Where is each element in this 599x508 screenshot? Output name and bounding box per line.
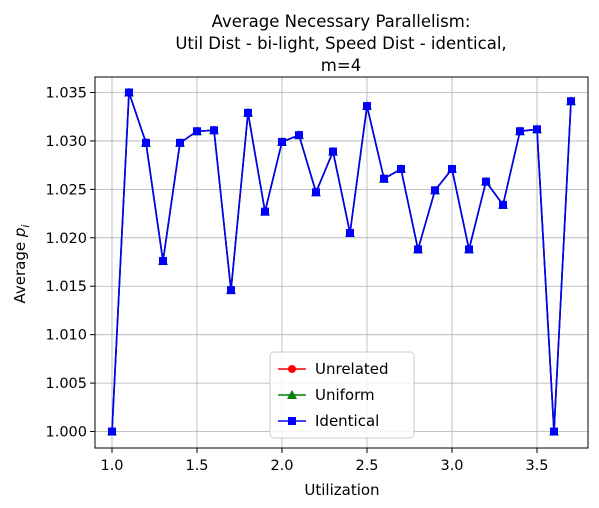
legend-item-unrelated: Unrelated [278,360,389,378]
legend-box [269,351,415,439]
y-axis-label: Average pi [11,225,32,304]
y-tick-label: 1.000 [45,425,87,441]
legend-label: Identical [315,412,379,430]
y-tick-label: 1.020 [45,231,87,247]
y-tick-label: 1.030 [45,134,87,150]
data-point [176,138,184,147]
legend-label: Unrelated [315,360,389,378]
data-point [142,138,150,147]
data-point [278,137,286,146]
data-point [567,97,575,106]
y-tick-label: 1.015 [45,279,87,295]
chart-title: Average Necessary Parallelism: Util Dist… [175,12,506,75]
data-point [448,165,456,174]
series-layer [107,87,576,436]
data-point [482,177,490,186]
y-axis-label-var: p [11,228,29,239]
data-point [329,147,337,156]
legend: Unrelated Uniform Identical [269,351,415,439]
y-tick-label: 1.025 [45,182,87,198]
data-point [465,245,473,254]
data-point [125,88,133,97]
x-tick-label: 3.5 [525,458,548,474]
legend-marker [288,365,296,373]
data-point [431,186,439,195]
y-tick-label: 1.010 [45,328,87,344]
x-tick-label: 3.0 [440,458,463,474]
data-point [193,127,201,136]
x-tick-label: 2.0 [270,458,293,474]
data-point [499,200,507,209]
data-point [380,174,388,183]
data-point [261,207,269,216]
legend-item-identical: Identical [278,412,379,430]
x-tick-label: 1.0 [100,458,123,474]
title-line-2: Util Dist - bi-light, Speed Dist - ident… [175,34,506,53]
y-axis-label-main: Average [11,237,29,303]
legend-marker [288,417,296,425]
data-point [295,131,303,140]
data-point [550,427,558,436]
y-tick-label: 1.035 [45,85,87,101]
data-point [244,108,252,117]
data-point [516,127,524,136]
data-point [533,125,541,134]
x-axis-ticks: 1.0 1.5 2.0 2.5 3.0 3.5 [100,448,549,474]
data-point [363,102,371,111]
data-point [159,257,167,266]
data-point [210,126,218,135]
series-line [111,91,572,433]
legend-label: Uniform [315,386,375,404]
x-axis-label: Utilization [304,481,379,499]
data-point [312,188,320,197]
plot-frame [94,76,589,449]
title-line-1: Average Necessary Parallelism: [212,12,471,31]
data-point [227,286,235,295]
data-point [397,165,405,174]
y-axis-label-sub: i [19,225,32,228]
legend-item-uniform: Uniform [278,386,375,404]
series-identical [108,88,575,436]
y-tick-label: 1.005 [45,376,87,392]
y-axis-ticks: 1.000 1.005 1.010 1.015 1.020 1.025 1.030 1.035 [45,85,95,441]
legend-marker [287,390,297,399]
data-point [414,245,422,254]
x-tick-label: 1.5 [185,458,208,474]
title-line-3: m=4 [321,56,361,75]
x-tick-label: 2.5 [355,458,378,474]
data-point [108,427,116,436]
data-point [346,228,354,237]
